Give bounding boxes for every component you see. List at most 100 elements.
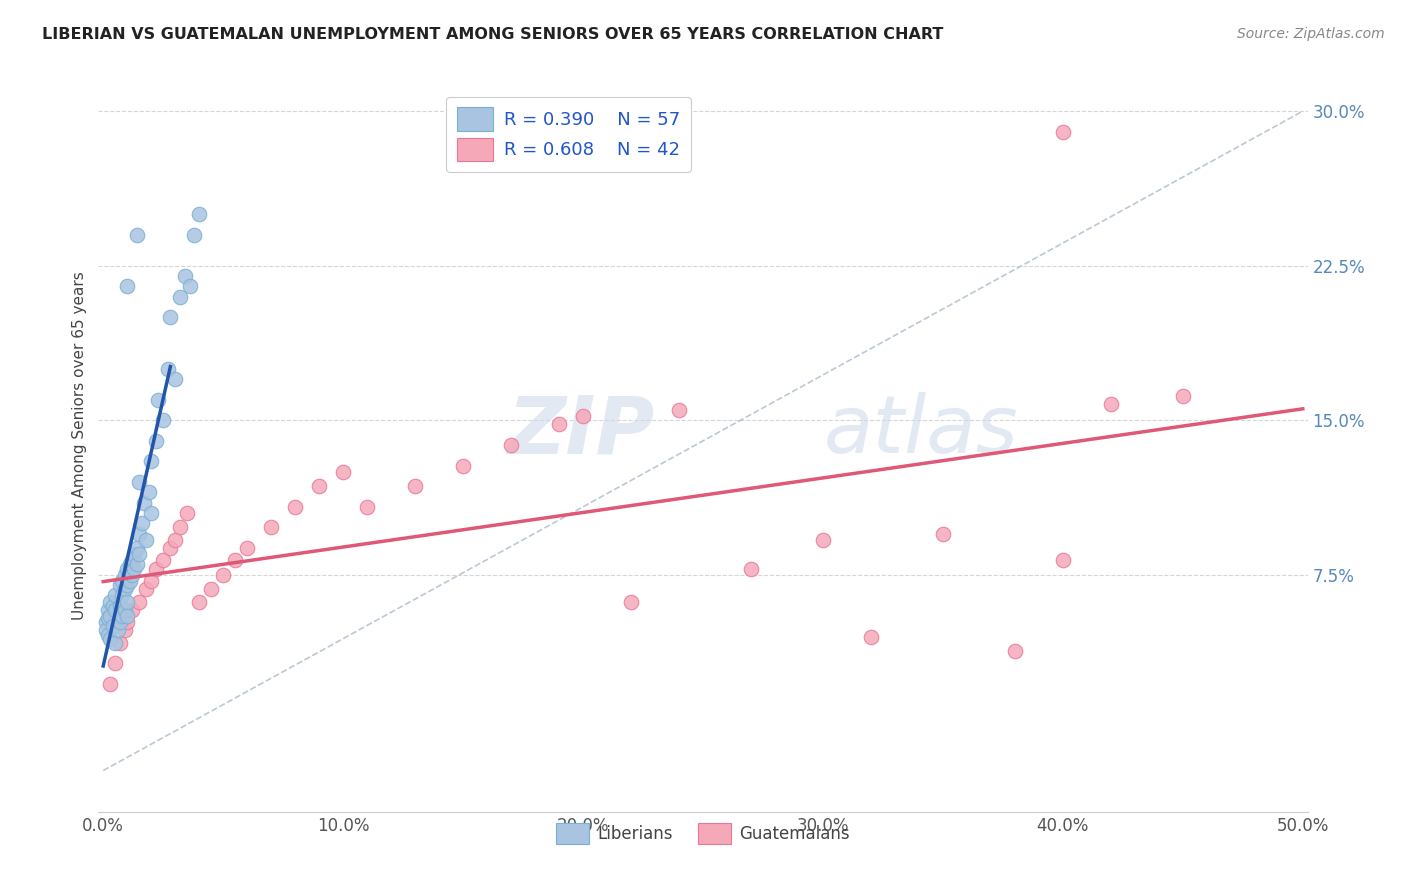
Point xyxy=(308,479,330,493)
Point xyxy=(236,541,259,555)
Point xyxy=(115,561,138,575)
Point xyxy=(115,578,138,592)
Y-axis label: Unemployment Among Seniors over 65 years: Unemployment Among Seniors over 65 years xyxy=(72,272,87,620)
Point xyxy=(1052,553,1074,567)
Point xyxy=(128,475,150,489)
Point xyxy=(356,500,378,514)
Point xyxy=(128,547,150,561)
Point xyxy=(125,558,148,572)
Point xyxy=(165,372,187,386)
Point xyxy=(176,506,198,520)
Point xyxy=(740,561,762,575)
Point xyxy=(152,413,174,427)
Point xyxy=(548,417,571,432)
Point xyxy=(108,599,131,613)
Point xyxy=(141,506,163,520)
Text: atlas: atlas xyxy=(824,392,1019,470)
Point xyxy=(118,574,141,588)
Point xyxy=(212,567,235,582)
Point xyxy=(100,632,122,646)
Point xyxy=(111,588,134,602)
Point xyxy=(1004,644,1026,658)
Point xyxy=(332,465,354,479)
Point xyxy=(121,553,143,567)
Point xyxy=(128,594,150,608)
Point xyxy=(100,677,122,691)
Point xyxy=(118,558,141,572)
Point xyxy=(224,553,246,567)
Point xyxy=(1052,125,1074,139)
Point xyxy=(125,227,148,242)
Point xyxy=(145,434,167,448)
Point xyxy=(1099,397,1122,411)
Point xyxy=(145,561,167,575)
Point xyxy=(183,227,205,242)
Point xyxy=(811,533,834,547)
Point xyxy=(114,582,136,597)
Point xyxy=(115,279,138,293)
Point xyxy=(620,594,643,608)
Point xyxy=(131,516,153,531)
Point xyxy=(97,603,120,617)
Point xyxy=(100,594,122,608)
Point xyxy=(111,609,134,624)
Point xyxy=(104,636,127,650)
Point xyxy=(572,409,595,424)
Point xyxy=(101,619,124,633)
Point xyxy=(173,268,195,283)
Point xyxy=(138,485,160,500)
Point xyxy=(179,279,201,293)
Point xyxy=(94,615,117,629)
Point xyxy=(114,624,136,638)
Text: ZIP: ZIP xyxy=(508,392,655,470)
Text: LIBERIAN VS GUATEMALAN UNEMPLOYMENT AMONG SENIORS OVER 65 YEARS CORRELATION CHAR: LIBERIAN VS GUATEMALAN UNEMPLOYMENT AMON… xyxy=(42,27,943,42)
Point xyxy=(152,553,174,567)
Point xyxy=(135,582,157,597)
Point xyxy=(128,526,150,541)
Point xyxy=(668,403,690,417)
Point xyxy=(124,547,146,561)
Point xyxy=(101,599,124,613)
Point xyxy=(156,361,179,376)
Point xyxy=(108,578,131,592)
Point xyxy=(159,310,181,325)
Point xyxy=(107,624,129,638)
Point xyxy=(141,454,163,468)
Point xyxy=(159,541,181,555)
Point xyxy=(499,438,522,452)
Point xyxy=(114,603,136,617)
Point xyxy=(165,533,187,547)
Point xyxy=(132,496,155,510)
Point xyxy=(121,603,143,617)
Point xyxy=(121,567,143,582)
Point xyxy=(97,627,120,641)
Point xyxy=(859,630,882,644)
Point xyxy=(124,561,146,575)
Point xyxy=(104,603,127,617)
Point xyxy=(104,657,127,671)
Legend: Liberians, Guatemalans: Liberians, Guatemalans xyxy=(550,816,856,851)
Point xyxy=(114,567,136,582)
Point xyxy=(125,541,148,555)
Point xyxy=(94,624,117,638)
Point xyxy=(111,574,134,588)
Point xyxy=(115,615,138,629)
Point xyxy=(135,533,157,547)
Point xyxy=(115,594,138,608)
Point xyxy=(451,458,474,473)
Point xyxy=(108,636,131,650)
Point xyxy=(169,520,191,534)
Point xyxy=(141,574,163,588)
Point xyxy=(97,611,120,625)
Point xyxy=(284,500,307,514)
Point xyxy=(104,588,127,602)
Point xyxy=(200,582,222,597)
Point xyxy=(148,392,170,407)
Point xyxy=(100,609,122,624)
Point xyxy=(404,479,426,493)
Point xyxy=(169,290,191,304)
Point xyxy=(108,615,131,629)
Point xyxy=(932,526,955,541)
Point xyxy=(188,207,211,221)
Text: Source: ZipAtlas.com: Source: ZipAtlas.com xyxy=(1237,27,1385,41)
